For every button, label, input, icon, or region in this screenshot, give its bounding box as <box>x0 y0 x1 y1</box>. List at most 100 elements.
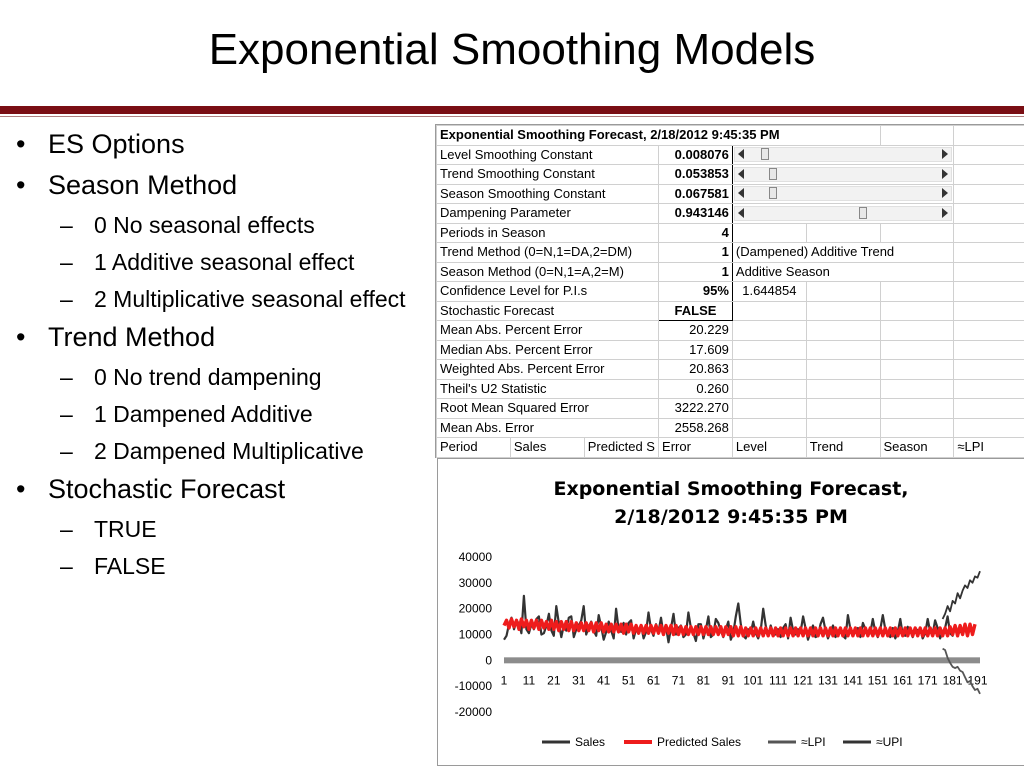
param-note: Additive Season <box>731 261 955 282</box>
slider-left-arrow-icon[interactable] <box>737 207 744 218</box>
param-label: Level Smoothing Constant <box>435 144 660 165</box>
dash-icon: – <box>60 438 73 464</box>
dash-icon: – <box>60 401 73 427</box>
slider-right-arrow-icon[interactable] <box>942 168 949 179</box>
sub-bullet-item: – TRUE <box>12 514 422 544</box>
sheet-cell <box>731 300 807 321</box>
sheet-cell <box>953 203 1024 224</box>
spreadsheet-table: Exponential Smoothing Forecast, 2/18/201… <box>435 125 1024 458</box>
x-tick-label: 131 <box>818 673 838 687</box>
param-value-cell[interactable]: FALSE <box>658 300 733 321</box>
sheet-cell <box>953 261 1024 282</box>
sheet-cell <box>953 125 1024 146</box>
param-label: Confidence Level for P.I.s <box>435 281 660 302</box>
y-tick-label: 0 <box>485 653 492 667</box>
title-divider <box>0 106 1024 114</box>
sub-bullet-item: –2 Multiplicative seasonal effect <box>12 284 422 314</box>
sub-bullet-text: 0 No seasonal effects <box>94 212 315 238</box>
bullet-text: Stochastic Forecast <box>48 474 286 504</box>
x-tick-label: 11 <box>523 673 536 687</box>
sheet-stat-row: Mean Abs. Percent Error 20.229 <box>435 320 1024 341</box>
param-label: Season Smoothing Constant <box>435 183 660 204</box>
column-header: Season <box>879 437 955 458</box>
param-note: 1.644854 <box>731 281 807 302</box>
x-tick-label: 161 <box>893 673 913 687</box>
sub-bullet-text: TRUE <box>94 516 157 542</box>
sheet-stat-row: Weighted Abs. Percent Error 20.863 <box>435 359 1024 380</box>
slider-left-arrow-icon[interactable] <box>737 149 744 160</box>
slider-right-arrow-icon[interactable] <box>942 207 949 218</box>
x-tick-label: 101 <box>743 673 763 687</box>
sheet-cell <box>953 320 1024 341</box>
x-tick-label: 121 <box>793 673 813 687</box>
x-tick-label: 81 <box>697 673 711 687</box>
sheet-cell <box>879 417 955 438</box>
param-value-cell[interactable]: 1 <box>658 261 733 282</box>
stat-value: 0.260 <box>658 378 733 399</box>
column-header: Level <box>731 437 807 458</box>
dash-icon: – <box>60 286 73 312</box>
bullet-text: Trend Method <box>48 322 216 352</box>
x-tick-label: 41 <box>597 673 611 687</box>
slider-left-arrow-icon[interactable] <box>737 168 744 179</box>
column-header: Trend <box>805 437 881 458</box>
dash-icon: – <box>60 553 73 579</box>
sheet-param-row: Season Method (0=N,1=A,2=M) 1 Additive Sea… <box>435 261 1024 282</box>
sheet-cell <box>731 320 807 341</box>
y-tick-label: 20000 <box>459 602 493 616</box>
param-value-cell[interactable]: 0.008076 <box>658 144 733 165</box>
bullet-list: • ES Options • Season Method –0 No seasonal … <box>12 126 422 588</box>
sheet-stat-row: Root Mean Squared Error 3222.270 <box>435 398 1024 419</box>
stat-label: Theil's U2 Statistic <box>435 378 660 399</box>
x-tick-label: 141 <box>843 673 863 687</box>
param-label: Periods in Season <box>435 222 660 243</box>
sub-bullet-text: FALSE <box>94 553 166 579</box>
sheet-cell <box>879 378 955 399</box>
slider-thumb[interactable] <box>768 187 777 200</box>
param-value-cell[interactable]: 1 <box>658 242 733 263</box>
param-slider[interactable] <box>733 147 953 163</box>
slider-thumb[interactable] <box>858 206 867 219</box>
bullet-item: • Trend Method <box>12 321 422 353</box>
stat-value: 2558.268 <box>658 417 733 438</box>
sheet-cell <box>953 222 1024 243</box>
sheet-param-row: Periods in Season 4 <box>435 222 1024 243</box>
sheet-header-row: Exponential Smoothing Forecast, 2/18/201… <box>436 125 1024 146</box>
slider-right-arrow-icon[interactable] <box>942 188 949 199</box>
param-slider[interactable] <box>733 186 953 202</box>
x-tick-label: 191 <box>967 673 987 687</box>
slider-thumb[interactable] <box>768 167 777 180</box>
sub-bullet-text: 2 Dampened Multiplicative <box>94 438 364 464</box>
slider-thumb[interactable] <box>761 148 770 161</box>
column-header: Period <box>436 437 511 458</box>
sheet-cell <box>731 398 807 419</box>
sheet-cell <box>879 339 955 360</box>
param-slider[interactable] <box>733 166 953 182</box>
sheet-header-title: Exponential Smoothing Forecast, 2/18/201… <box>436 125 881 146</box>
sheet-cell <box>805 378 881 399</box>
param-value-cell[interactable]: 0.053853 <box>658 164 733 185</box>
stat-label: Median Abs. Percent Error <box>435 339 660 360</box>
stat-label: Mean Abs. Error <box>435 417 660 438</box>
sheet-cell <box>805 339 881 360</box>
sub-bullet-text: 1 Dampened Additive <box>94 401 313 427</box>
column-header: ≈LPI <box>953 437 1024 458</box>
param-value-cell[interactable]: 0.943146 <box>658 203 733 224</box>
stat-value: 20.863 <box>658 359 733 380</box>
stat-label: Root Mean Squared Error <box>435 398 660 419</box>
param-value-cell[interactable]: 95% <box>658 281 733 302</box>
legend-label: Predicted Sales <box>657 735 741 749</box>
series-line <box>942 647 981 695</box>
slider-left-arrow-icon[interactable] <box>737 188 744 199</box>
param-value-cell[interactable]: 0.067581 <box>658 183 733 204</box>
param-label: Trend Smoothing Constant <box>435 164 660 185</box>
bullet-dot-icon: • <box>16 129 26 159</box>
sheet-cell <box>879 125 955 146</box>
param-label: Dampening Parameter <box>435 203 660 224</box>
sheet-stat-row: Mean Abs. Error 2558.268 <box>435 417 1024 438</box>
param-slider[interactable] <box>733 205 953 221</box>
x-tick-label: 181 <box>943 673 963 687</box>
sheet-cell <box>953 398 1024 419</box>
slider-right-arrow-icon[interactable] <box>942 149 949 160</box>
param-value-cell[interactable]: 4 <box>658 222 733 243</box>
